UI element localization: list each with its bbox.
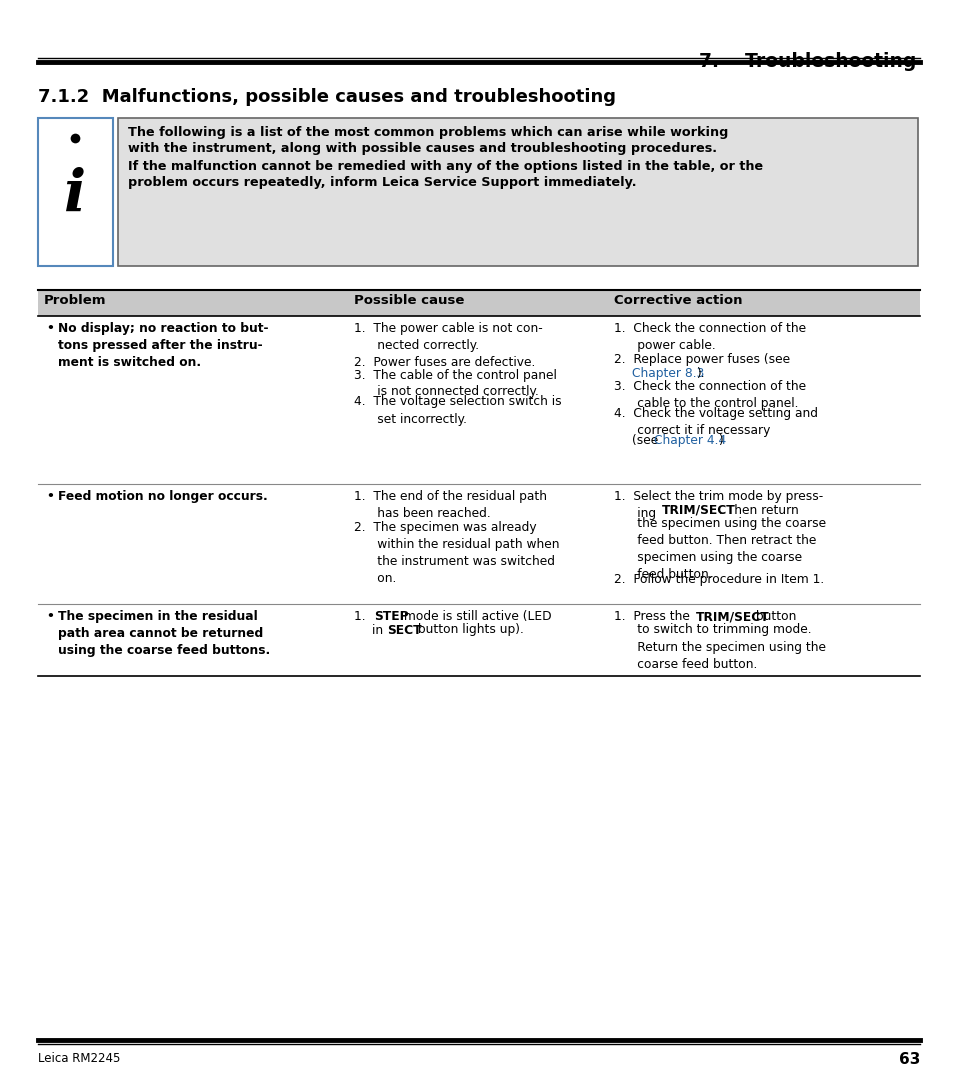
- Text: •: •: [46, 610, 53, 623]
- Text: The following is a list of the most common problems which can arise while workin: The following is a list of the most comm…: [128, 126, 727, 139]
- Text: i: i: [64, 166, 86, 224]
- Bar: [38, 118, 112, 266]
- Text: to switch to trimming mode.
      Return the specimen using the
      coarse fee: to switch to trimming mode. Return the s…: [614, 623, 825, 671]
- Text: 1.  Check the connection of the
      power cable.: 1. Check the connection of the power cab…: [614, 322, 805, 352]
- Text: 1.  Press the: 1. Press the: [614, 610, 693, 623]
- Text: button lights up).: button lights up).: [414, 623, 523, 636]
- Text: 2.  The specimen was already
      within the residual path when
      the instr: 2. The specimen was already within the r…: [354, 521, 558, 585]
- Text: •: •: [46, 490, 53, 503]
- Text: 63: 63: [898, 1052, 919, 1067]
- Text: 1.  The end of the residual path
      has been reached.: 1. The end of the residual path has been…: [354, 490, 546, 519]
- Text: •: •: [46, 322, 53, 335]
- Text: 1.  The power cable is not con-
      nected correctly.
2.  Power fuses are defe: 1. The power cable is not con- nected co…: [354, 322, 542, 369]
- Text: Problem: Problem: [44, 294, 107, 307]
- Bar: [118, 118, 917, 266]
- Text: 4.  Check the voltage setting and
      correct it if necessary: 4. Check the voltage setting and correct…: [614, 407, 817, 437]
- Bar: [38, 291, 919, 316]
- Text: 1.  Select the trim mode by press-
      ing: 1. Select the trim mode by press- ing: [614, 490, 822, 519]
- Text: TRIM/SECT: TRIM/SECT: [661, 503, 735, 516]
- Text: 3.  Check the connection of the
      cable to the control panel.: 3. Check the connection of the cable to …: [614, 380, 805, 410]
- Text: ): ): [718, 434, 722, 447]
- Text: mode is still active (LED: mode is still active (LED: [399, 610, 551, 623]
- Text: Feed motion no longer occurs.: Feed motion no longer occurs.: [58, 490, 268, 503]
- Text: 3.  The cable of the control panel
      is not connected correctly.: 3. The cable of the control panel is not…: [354, 368, 557, 399]
- Text: 1.: 1.: [354, 610, 373, 623]
- Text: Chapter 8.3: Chapter 8.3: [631, 366, 703, 379]
- Text: SECT: SECT: [387, 623, 421, 636]
- Text: 2.  Replace power fuses (see: 2. Replace power fuses (see: [614, 353, 789, 366]
- Text: TRIM/SECT: TRIM/SECT: [696, 610, 769, 623]
- Text: with the instrument, along with possible causes and troubleshooting procedures.: with the instrument, along with possible…: [128, 141, 717, 156]
- Text: 7.    Troubleshooting: 7. Troubleshooting: [698, 52, 915, 71]
- Text: problem occurs repeatedly, inform Leica Service Support immediately.: problem occurs repeatedly, inform Leica …: [128, 176, 636, 189]
- Text: The specimen in the residual
path area cannot be returned
using the coarse feed : The specimen in the residual path area c…: [58, 610, 270, 657]
- Text: in: in: [372, 623, 387, 636]
- Text: No display; no reaction to but-
tons pressed after the instru-
ment is switched : No display; no reaction to but- tons pre…: [58, 322, 268, 369]
- Text: Possible cause: Possible cause: [354, 294, 464, 307]
- Text: 2.  Follow the procedure in Item 1.: 2. Follow the procedure in Item 1.: [614, 573, 823, 586]
- Text: Chapter 4.4: Chapter 4.4: [654, 434, 725, 447]
- Text: 4.  The voltage selection switch is
      set incorrectly.: 4. The voltage selection switch is set i…: [354, 395, 561, 426]
- Text: button: button: [751, 610, 796, 623]
- Text: . Then return: . Then return: [719, 503, 798, 516]
- Text: (see: (see: [631, 434, 661, 447]
- Text: Corrective action: Corrective action: [614, 294, 741, 307]
- Text: ).: ).: [696, 366, 704, 379]
- Text: the specimen using the coarse
      feed button. Then retract the
      specimen: the specimen using the coarse feed butto…: [614, 517, 825, 581]
- Text: 7.1.2  Malfunctions, possible causes and troubleshooting: 7.1.2 Malfunctions, possible causes and …: [38, 87, 616, 106]
- Text: STEP: STEP: [374, 610, 408, 623]
- Text: If the malfunction cannot be remedied with any of the options listed in the tabl: If the malfunction cannot be remedied wi…: [128, 160, 762, 173]
- Text: Leica RM2245: Leica RM2245: [38, 1052, 120, 1065]
